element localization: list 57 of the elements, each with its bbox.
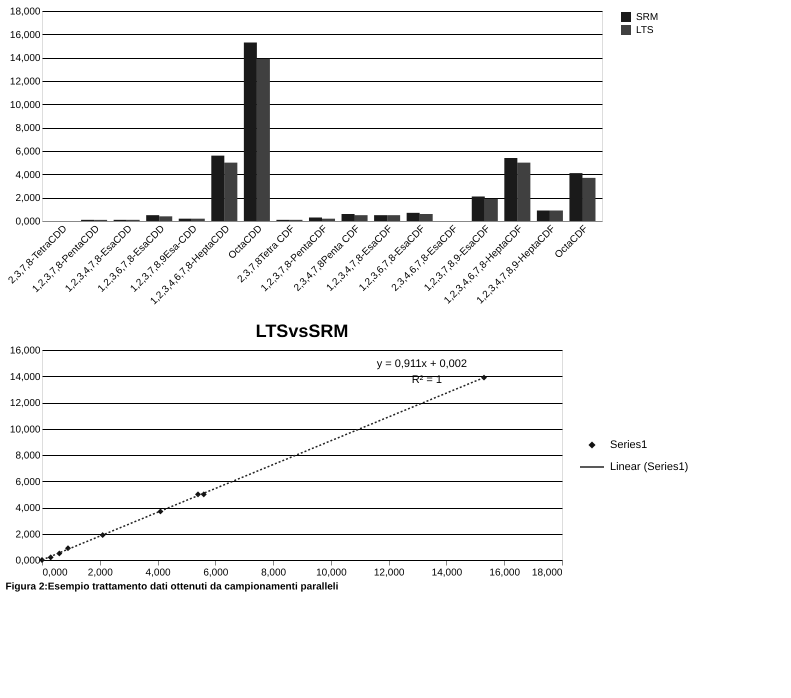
x-tick-label: 2,000 xyxy=(88,568,114,578)
bar xyxy=(517,162,530,221)
bar xyxy=(374,215,388,221)
y-tick-label: 16,000 xyxy=(10,30,41,41)
bar xyxy=(244,42,257,221)
bar xyxy=(472,196,485,221)
bar xyxy=(582,178,596,221)
y-tick-label: 0,000 xyxy=(15,216,41,228)
bar xyxy=(550,210,563,221)
bar xyxy=(406,212,420,221)
x-tick-label: 4,000 xyxy=(146,568,172,578)
y-tick-label: 8,000 xyxy=(15,450,41,462)
y-tick-label: 4,000 xyxy=(15,170,41,181)
bar xyxy=(569,173,582,221)
y-tick-label: 16,000 xyxy=(10,346,41,356)
y-tick-label: 14,000 xyxy=(10,372,41,383)
bar xyxy=(536,210,550,221)
y-tick-label: 10,000 xyxy=(10,424,41,436)
annotation: y = 0,911x + 0,002 xyxy=(376,358,467,370)
bar xyxy=(159,216,172,221)
legend-label: SRM xyxy=(636,12,658,23)
bar xyxy=(354,215,368,221)
y-tick-label: 12,000 xyxy=(10,398,41,409)
bar xyxy=(211,156,224,221)
text: Figura 2:Esempio trattamento dati ottenuti da campionamenti paralleli xyxy=(6,582,339,592)
x-tick-label: 10,000 xyxy=(316,568,348,578)
bar xyxy=(224,162,238,221)
x-tick-label: 18,000 xyxy=(532,568,563,578)
bar xyxy=(484,198,498,221)
x-tick-label: 16,000 xyxy=(489,568,520,578)
x-tick-label: 12,000 xyxy=(374,568,405,578)
legend-label: LTS xyxy=(636,25,654,36)
bar xyxy=(146,215,160,221)
x-tick-label: 6,000 xyxy=(203,568,229,578)
y-tick-label: 8,000 xyxy=(15,123,41,134)
legend-label: Linear (Series1) xyxy=(610,461,688,473)
bar xyxy=(308,218,322,221)
bar xyxy=(504,158,518,221)
x-tick-label: 8,000 xyxy=(261,568,287,578)
y-tick-label: 0,000 xyxy=(15,556,41,566)
x-tick-label: 0,000 xyxy=(42,568,68,578)
y-tick-label: 2,000 xyxy=(15,529,41,540)
bar xyxy=(342,214,355,221)
y-tick-label: 6,000 xyxy=(15,146,41,158)
y-tick-label: 10,000 xyxy=(10,100,41,111)
y-tick-label: 2,000 xyxy=(15,193,41,204)
y-tick-label: 4,000 xyxy=(15,503,41,514)
y-tick-label: 18,000 xyxy=(10,6,41,18)
y-tick-label: 14,000 xyxy=(10,53,41,64)
y-tick-label: 6,000 xyxy=(15,476,41,488)
x-tick-label: 14,000 xyxy=(432,568,463,578)
bar xyxy=(420,214,433,221)
legend-label: Series1 xyxy=(610,439,648,451)
bar xyxy=(387,215,400,221)
bar xyxy=(256,58,270,221)
y-tick-label: 12,000 xyxy=(10,76,41,88)
chart-title: LTSvsSRM xyxy=(256,321,348,341)
